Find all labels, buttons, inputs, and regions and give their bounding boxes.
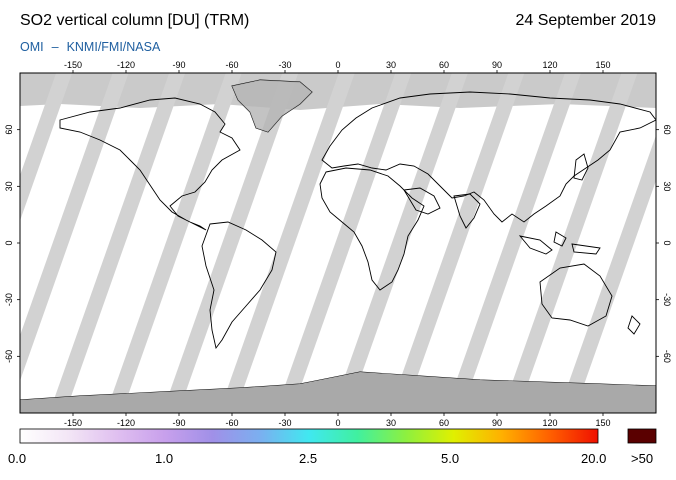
lon-label-bottom: -90 [172, 418, 185, 428]
swath-gap [444, 73, 581, 413]
credit-instrument: OMI [20, 40, 44, 54]
lon-label-bottom: -60 [225, 418, 238, 428]
japan-coast [573, 153, 589, 181]
colorbar-label-20: 20.0 [581, 451, 607, 466]
lon-label-top: -120 [117, 60, 135, 70]
swath-gap [275, 73, 412, 413]
new-zealand-coast [627, 315, 641, 335]
swath-gap [20, 73, 129, 381]
data-credit: OMI – KNMI/FMI/NASA [20, 40, 160, 54]
lat-label-right: 60 [662, 125, 672, 135]
lat-label-left: 0 [4, 240, 14, 245]
lat-label-left: -60 [4, 350, 14, 363]
lon-label-top: 90 [492, 60, 502, 70]
lon-label-top: -90 [172, 60, 185, 70]
southeast-asia-islands [518, 231, 601, 255]
lon-label-top: -60 [225, 60, 238, 70]
north-america-coast [59, 97, 241, 231]
colorbar-label-1: 1.0 [155, 451, 174, 466]
india-coast [453, 193, 481, 229]
credit-agencies: KNMI/FMI/NASA [66, 40, 161, 54]
colorbar-over-swatch [627, 428, 657, 444]
lon-label-bottom: 30 [386, 418, 396, 428]
lat-label-right: 0 [662, 240, 672, 245]
lon-label-top: 120 [542, 60, 557, 70]
lat-label-left: 30 [4, 181, 14, 191]
south-nodata-band [20, 372, 656, 413]
lon-label-top: 60 [439, 60, 449, 70]
longitude-ticks-bottom: -150 -120 -90 -60 -30 0 30 60 90 120 150 [64, 413, 611, 428]
latitude-ticks-right: 60 30 0 -30 -60 [656, 125, 672, 363]
swath-gap [105, 73, 242, 413]
colorbar-label-over: >50 [631, 451, 654, 466]
south-america-coast [201, 221, 277, 350]
credit-separator: – [51, 40, 59, 54]
lat-label-right: 30 [662, 181, 672, 191]
map-date: 24 September 2019 [515, 12, 656, 29]
swath-gap [558, 135, 656, 413]
colorbar-label-5: 5.0 [441, 451, 460, 466]
lon-label-bottom: 150 [595, 418, 610, 428]
map-title: SO2 vertical column [DU] (TRM) [20, 12, 250, 29]
lon-label-bottom: -150 [64, 418, 82, 428]
lat-label-right: -60 [662, 350, 672, 363]
colorbar [19, 428, 599, 444]
eurasia-coast [321, 91, 656, 223]
lat-label-left: -30 [4, 293, 14, 306]
arabia-coast [403, 187, 441, 215]
swath-gap [49, 73, 186, 413]
swath-gap [388, 73, 525, 413]
colorbar-label-min: 0.0 [8, 451, 27, 466]
africa-coast [319, 167, 425, 291]
lon-label-bottom: 60 [439, 418, 449, 428]
swath-gap [331, 73, 468, 413]
lat-label-left: 60 [4, 125, 14, 135]
colorbar-label-2-5: 2.5 [299, 451, 318, 466]
lon-label-top: 150 [595, 60, 610, 70]
lon-label-top: -150 [64, 60, 82, 70]
lon-label-bottom: 120 [542, 418, 557, 428]
lat-label-right: -30 [662, 293, 672, 306]
greenland-nodata [232, 80, 312, 132]
swath-gap [501, 73, 638, 413]
lon-label-bottom: 90 [492, 418, 502, 428]
lon-label-top: -30 [278, 60, 291, 70]
lon-label-bottom: -120 [117, 418, 135, 428]
australia-coast [539, 263, 613, 327]
orbit-swath-gaps [20, 73, 656, 413]
swath-gap [218, 73, 355, 413]
lon-label-top: 30 [386, 60, 396, 70]
swath-gap [20, 73, 73, 221]
lon-label-bottom: 0 [335, 418, 340, 428]
longitude-ticks-top: -150 -120 -90 -60 -30 0 30 60 90 120 150 [64, 60, 611, 73]
lon-label-bottom: -30 [278, 418, 291, 428]
swath-gap [162, 73, 299, 413]
latitude-ticks-left: 60 30 0 -30 -60 [4, 125, 20, 363]
lon-label-top: 0 [335, 60, 340, 70]
